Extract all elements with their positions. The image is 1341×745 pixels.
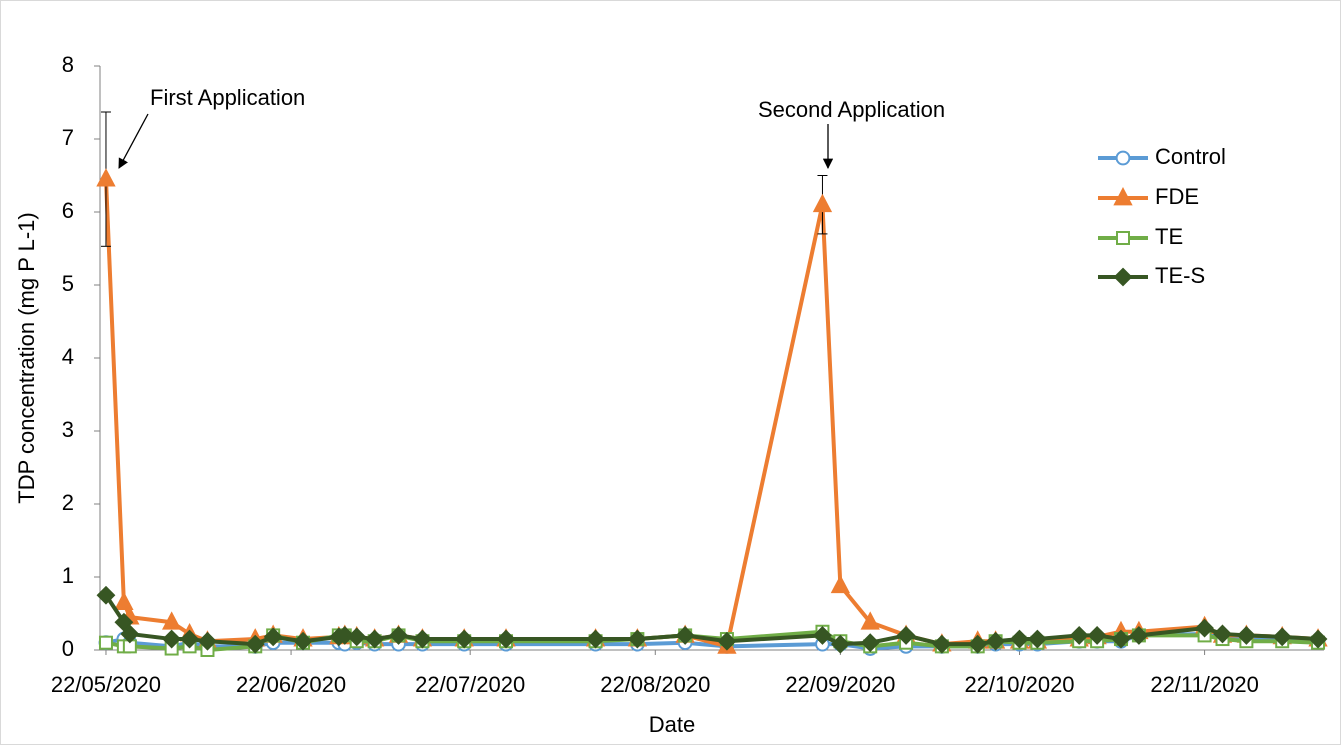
legend-marker xyxy=(1113,267,1133,287)
annotation: First Application xyxy=(150,85,305,110)
data-point xyxy=(1010,629,1029,649)
y-tick-label: 1 xyxy=(62,563,74,588)
legend-marker xyxy=(1113,187,1133,206)
annotation-arrow xyxy=(118,113,149,169)
legend-label: FDE xyxy=(1155,184,1199,209)
data-point xyxy=(1308,629,1328,649)
data-point xyxy=(986,631,1006,651)
x-tick-label: 22/09/2020 xyxy=(785,672,895,697)
legend-marker xyxy=(1116,231,1130,245)
y-tick-label: 8 xyxy=(62,52,74,77)
data-point xyxy=(1236,625,1256,645)
data-point xyxy=(162,629,182,649)
data-point xyxy=(335,625,355,645)
data-point xyxy=(389,625,408,645)
x-axis-title: Date xyxy=(649,712,695,737)
data-point xyxy=(454,629,474,649)
data-point xyxy=(1272,627,1292,647)
data-point xyxy=(860,633,880,653)
data-point xyxy=(675,625,695,645)
data-point xyxy=(96,168,116,187)
data-point xyxy=(245,634,265,654)
data-point xyxy=(1027,629,1047,649)
data-point xyxy=(968,634,988,654)
data-point xyxy=(413,629,432,649)
data-point xyxy=(293,631,313,651)
data-point xyxy=(1129,625,1149,645)
x-tick-label: 22/07/2020 xyxy=(415,672,525,697)
legend-label: TE-S xyxy=(1155,263,1205,288)
y-axis-title: TDP concentration (mg P L-1) xyxy=(14,212,39,503)
y-tick-label: 5 xyxy=(62,271,74,296)
data-point xyxy=(586,629,605,649)
data-point xyxy=(365,629,385,649)
data-point xyxy=(161,611,182,630)
legend-label: TE xyxy=(1155,224,1183,249)
x-tick-label: 22/05/2020 xyxy=(51,672,161,697)
data-point xyxy=(496,629,516,649)
data-point xyxy=(120,624,140,644)
x-tick-label: 22/10/2020 xyxy=(964,672,1074,697)
data-point xyxy=(717,631,737,651)
legend-label: Control xyxy=(1155,144,1226,169)
data-point xyxy=(1213,624,1232,644)
data-point xyxy=(812,193,833,213)
data-point xyxy=(896,625,916,645)
data-point xyxy=(1087,625,1107,645)
data-point xyxy=(347,627,367,647)
data-point xyxy=(627,629,647,649)
data-point xyxy=(1195,618,1215,638)
data-point xyxy=(830,574,851,594)
data-point xyxy=(96,585,116,605)
legend-marker xyxy=(1115,150,1131,166)
y-tick-label: 6 xyxy=(62,198,74,223)
data-point xyxy=(860,611,880,630)
x-tick-label: 22/06/2020 xyxy=(236,672,346,697)
y-tick-label: 2 xyxy=(62,490,74,515)
y-tick-label: 3 xyxy=(62,417,74,442)
y-tick-label: 4 xyxy=(62,344,74,369)
data-point xyxy=(114,591,134,610)
annotation: Second Application xyxy=(758,97,945,122)
data-point xyxy=(1111,629,1131,649)
x-tick-label: 22/11/2020 xyxy=(1150,672,1258,697)
data-point xyxy=(198,631,217,651)
data-point xyxy=(180,629,199,649)
data-point xyxy=(114,612,134,632)
y-tick-label: 7 xyxy=(62,125,74,150)
data-point xyxy=(932,634,952,654)
data-point xyxy=(830,634,850,654)
data-point xyxy=(263,627,283,647)
x-tick-label: 22/08/2020 xyxy=(600,672,710,697)
data-point xyxy=(813,625,832,645)
data-point xyxy=(1069,625,1089,645)
y-tick-label: 0 xyxy=(62,636,74,661)
data-point xyxy=(98,635,113,650)
